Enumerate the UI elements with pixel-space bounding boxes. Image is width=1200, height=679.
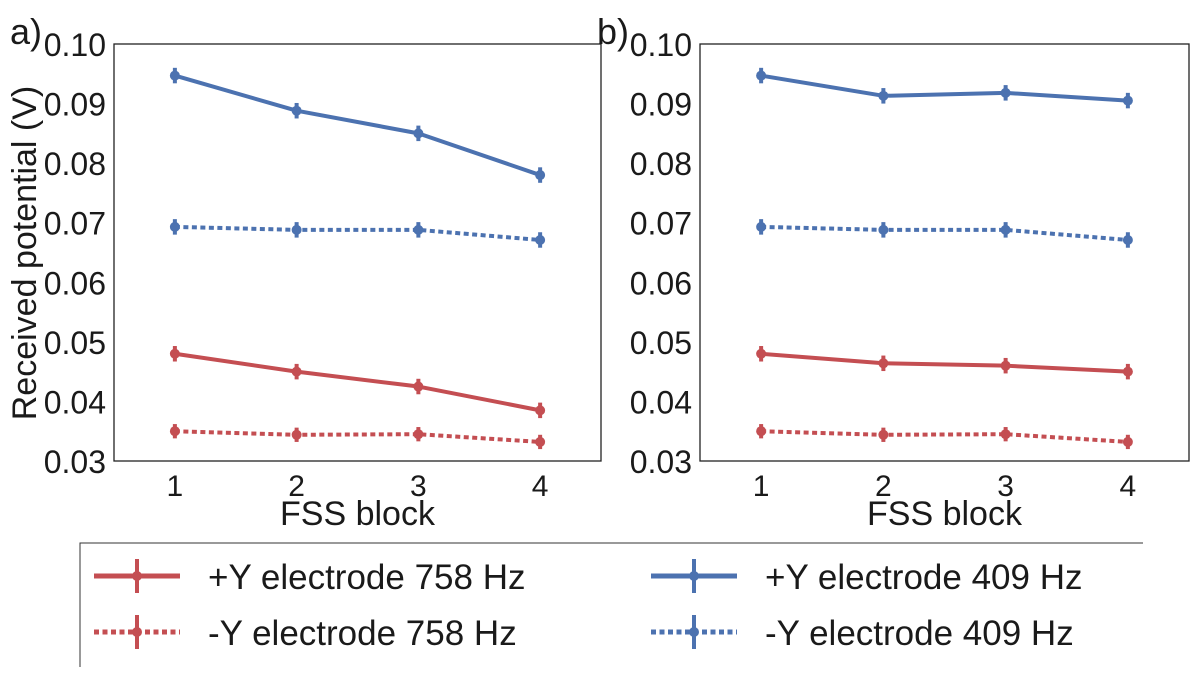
data-point bbox=[535, 234, 546, 245]
y-tick-label: 0.06 bbox=[44, 265, 106, 301]
data-point bbox=[878, 90, 889, 101]
data-point bbox=[413, 128, 424, 139]
data-point bbox=[1000, 87, 1011, 98]
series-line bbox=[760, 351, 1128, 374]
data-point bbox=[535, 170, 546, 181]
x-axis-label: FSS block bbox=[867, 495, 1023, 533]
data-point bbox=[1122, 234, 1133, 245]
data-point bbox=[756, 70, 767, 81]
data-point bbox=[413, 224, 424, 235]
data-point bbox=[169, 221, 180, 232]
data-point bbox=[291, 105, 302, 116]
data-point bbox=[169, 426, 180, 437]
data-point bbox=[756, 221, 767, 232]
data-point bbox=[878, 358, 889, 369]
y-tick-label: 0.03 bbox=[630, 444, 692, 480]
series--y-electrode-758-hz bbox=[756, 346, 1133, 380]
y-tick-label: 0.08 bbox=[44, 146, 106, 182]
legend-label: -Y electrode 758 Hz bbox=[208, 614, 517, 653]
plot-frame bbox=[699, 43, 1190, 462]
legend-label: +Y electrode 758 Hz bbox=[208, 558, 525, 597]
legend-frame bbox=[79, 542, 1143, 667]
data-point bbox=[413, 429, 424, 440]
series--y-electrode-409-hz bbox=[756, 219, 1133, 248]
series--y-electrode-409-hz bbox=[169, 219, 546, 248]
data-point bbox=[291, 224, 302, 235]
x-tick-label: 3 bbox=[410, 470, 427, 503]
series-line bbox=[174, 429, 541, 444]
series-line bbox=[761, 224, 1129, 242]
x-tick-label: 3 bbox=[997, 470, 1014, 503]
series--y-electrode-758-hz bbox=[169, 346, 546, 419]
data-point bbox=[169, 348, 180, 359]
y-axis-label: Received potential (V) bbox=[6, 86, 44, 421]
data-point bbox=[535, 436, 546, 447]
legend-swatch-marker bbox=[689, 571, 699, 581]
legend-label: +Y electrode 409 Hz bbox=[765, 558, 1082, 597]
x-axis-label: FSS block bbox=[280, 495, 436, 533]
series--y-electrode-409-hz bbox=[169, 67, 546, 183]
series-line bbox=[174, 351, 541, 413]
y-tick-label: 0.04 bbox=[630, 384, 692, 420]
y-tick-label: 0.07 bbox=[44, 206, 106, 242]
y-tick-label: 0.10 bbox=[44, 27, 106, 63]
legend-entry: -Y electrode 758 Hz bbox=[94, 614, 517, 653]
series-line bbox=[761, 429, 1129, 444]
panel-b: b) 0.03 0.04 0.05 0.06 0.07 0.08 0.09 0.10 1 2 3 4 FS… bbox=[597, 11, 1190, 533]
legend-swatch-marker bbox=[132, 571, 142, 581]
data-point bbox=[1000, 360, 1011, 371]
y-tick-label: 0.07 bbox=[630, 206, 692, 242]
legend-entry: +Y electrode 758 Hz bbox=[94, 558, 525, 597]
y-tick-label: 0.05 bbox=[630, 325, 692, 361]
x-tick-label: 2 bbox=[875, 470, 892, 503]
legend-entry: -Y electrode 409 Hz bbox=[651, 614, 1074, 653]
data-point bbox=[291, 366, 302, 377]
y-tick-label: 0.10 bbox=[630, 27, 692, 63]
x-tick-label: 4 bbox=[1120, 470, 1137, 503]
x-tick-label: 4 bbox=[532, 470, 549, 503]
data-point bbox=[535, 405, 546, 416]
data-point bbox=[291, 429, 302, 440]
data-point bbox=[756, 348, 767, 359]
legend-label: -Y electrode 409 Hz bbox=[765, 614, 1074, 653]
panel-a: a) 0.03 0.04 0.05 0.06 0.07 0.08 0.09 0.10 1 2 3 4 FS… bbox=[10, 11, 602, 533]
data-point bbox=[1000, 224, 1011, 235]
series--y-electrode-758-hz bbox=[169, 424, 546, 450]
panel-label: a) bbox=[10, 11, 42, 52]
legend-entry: +Y electrode 409 Hz bbox=[651, 558, 1082, 597]
y-tick-label: 0.06 bbox=[630, 265, 692, 301]
series--y-electrode-409-hz bbox=[756, 67, 1133, 109]
data-point bbox=[756, 426, 767, 437]
series-line bbox=[174, 73, 541, 177]
y-tick-label: 0.09 bbox=[44, 87, 106, 123]
data-point bbox=[878, 224, 889, 235]
data-point bbox=[1122, 366, 1133, 377]
data-point bbox=[1122, 95, 1133, 106]
series--y-electrode-758-hz bbox=[756, 424, 1133, 450]
plot-frame bbox=[113, 43, 602, 462]
y-tick-label: 0.05 bbox=[44, 325, 106, 361]
y-tick-label: 0.03 bbox=[44, 444, 106, 480]
x-tick-label: 2 bbox=[288, 470, 305, 503]
series-line bbox=[760, 73, 1129, 103]
y-tick-label: 0.09 bbox=[630, 87, 692, 123]
y-tick-label: 0.08 bbox=[630, 146, 692, 182]
legend-swatch-marker bbox=[132, 627, 142, 637]
legend: +Y electrode 758 Hz +Y electrode 409 Hz -Y… bbox=[79, 542, 1143, 667]
data-point bbox=[1000, 429, 1011, 440]
legend-swatch-marker bbox=[689, 627, 699, 637]
data-point bbox=[169, 70, 180, 81]
data-point bbox=[1122, 436, 1133, 447]
y-tick-label: 0.04 bbox=[44, 384, 106, 420]
x-tick-label: 1 bbox=[167, 470, 184, 503]
panel-label: b) bbox=[597, 11, 629, 52]
x-tick-label: 1 bbox=[753, 470, 770, 503]
series-line bbox=[174, 224, 541, 242]
data-point bbox=[878, 429, 889, 440]
data-point bbox=[413, 381, 424, 392]
